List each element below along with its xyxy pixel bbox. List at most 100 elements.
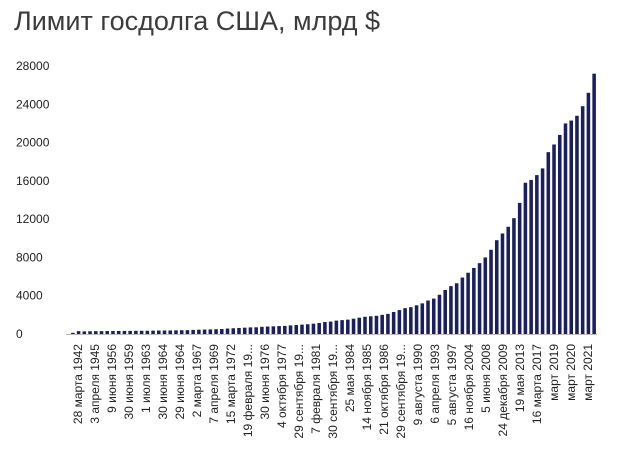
- x-tick-label: 30 июня 1976: [258, 344, 272, 420]
- bar: [483, 257, 488, 334]
- x-tick-label: 30 июня 1959: [122, 344, 136, 420]
- bar: [174, 330, 178, 334]
- chart-title: Лимит госдолга США, млрд $: [14, 6, 381, 36]
- y-tick-label: 24000: [16, 97, 50, 111]
- bar: [368, 316, 373, 334]
- bar: [472, 267, 476, 334]
- x-axis-ticks: 28 марта 1942 3 апреля 1945 9 июня 1956 30 …: [71, 344, 595, 439]
- bar: [575, 115, 579, 335]
- x-tick-label: 14 ноября 1985: [360, 344, 374, 431]
- x-tick-label: 29 сентября 19...: [394, 344, 408, 439]
- bar: [300, 324, 304, 334]
- y-tick-label: 4000: [16, 289, 43, 303]
- bar: [552, 144, 556, 334]
- bar: [179, 330, 184, 334]
- bar: [466, 272, 470, 334]
- bar: [237, 327, 241, 334]
- x-tick-label: 25 мая 1984: [343, 344, 357, 412]
- bar: [71, 332, 75, 334]
- x-tick-label: 30 сентября 19...: [326, 344, 340, 439]
- bar: [99, 331, 104, 334]
- bar: [242, 327, 247, 334]
- x-tick-label: март 2019: [547, 344, 561, 401]
- bar: [76, 331, 81, 334]
- bar: [116, 330, 121, 334]
- x-tick-label: 15 марта 1972: [224, 344, 238, 424]
- y-axis-ticks: 0 4000 8000 12000 16000 20000 24000 28000: [16, 59, 50, 341]
- bar: [157, 330, 161, 334]
- bar: [592, 73, 596, 334]
- bar: [477, 263, 482, 334]
- bar: [557, 134, 562, 334]
- bar: [449, 286, 453, 334]
- bar: [540, 168, 545, 334]
- x-tick-label: 6 апреля 1993: [428, 344, 442, 424]
- x-tick-label: 19 февраля 19...: [241, 344, 255, 437]
- x-tick-label: 30 июня 1964: [156, 344, 170, 420]
- bar: [145, 330, 150, 334]
- bar: [277, 326, 281, 334]
- bar: [111, 331, 115, 334]
- bar: [317, 322, 321, 334]
- bar: [82, 331, 87, 334]
- x-tick-label: 21 октября 1986: [377, 344, 391, 435]
- bar: [506, 226, 510, 334]
- y-tick-label: 16000: [16, 174, 50, 188]
- bar: [586, 92, 591, 334]
- x-tick-label: 16 марта 2017: [530, 344, 544, 424]
- x-tick-label: 1 июля 1963: [139, 344, 153, 413]
- bar: [134, 330, 138, 334]
- y-tick-label: 20000: [16, 136, 50, 150]
- x-tick-label: 9 июня 1956: [105, 344, 119, 413]
- bar: [288, 325, 293, 334]
- x-tick-label: 2 марта 1967: [190, 344, 204, 418]
- bar: [346, 319, 350, 334]
- bar: [363, 316, 367, 334]
- bar: [248, 327, 253, 334]
- x-tick-label: 16 ноября 2004: [462, 344, 476, 431]
- bar: [500, 233, 505, 334]
- bar: [494, 240, 499, 334]
- x-tick-label: 5 июня 2008: [479, 344, 493, 413]
- bar: [191, 329, 195, 334]
- bar: [380, 314, 384, 334]
- bar: [374, 315, 379, 334]
- bar: [328, 321, 333, 334]
- y-tick-label: 0: [16, 327, 23, 341]
- bar: [220, 329, 224, 334]
- bar: [168, 330, 173, 334]
- bar: [231, 328, 236, 334]
- bar: [454, 283, 459, 334]
- bar: [254, 327, 258, 334]
- bar: [105, 331, 110, 334]
- bar: [340, 320, 344, 334]
- bar: [139, 330, 144, 334]
- y-tick-label: 28000: [16, 59, 50, 73]
- bar: [397, 310, 402, 334]
- y-tick-label: 12000: [16, 212, 50, 226]
- bar: [529, 179, 533, 334]
- bar: [391, 311, 396, 334]
- bar: [260, 326, 264, 334]
- x-tick-label: 7 апреля 1969: [207, 344, 221, 424]
- x-tick-label: март 2021: [581, 344, 595, 401]
- bar: [414, 305, 419, 334]
- bar-series: [71, 73, 596, 335]
- bar: [122, 330, 127, 334]
- bar: [517, 202, 522, 334]
- bar: [225, 328, 230, 334]
- x-tick-label: март 2020: [564, 344, 578, 401]
- bar: [523, 182, 528, 334]
- y-tick-label: 8000: [16, 250, 43, 264]
- bar: [386, 313, 390, 334]
- bar: [357, 317, 362, 334]
- bar: [305, 324, 310, 334]
- bar: [151, 330, 155, 334]
- bar: [443, 289, 447, 334]
- bar: [460, 277, 465, 334]
- x-tick-label: 19 мая 2013: [513, 344, 527, 412]
- bar: [437, 294, 442, 334]
- bar: [409, 307, 413, 334]
- bar: [569, 120, 573, 334]
- bar: [94, 331, 98, 334]
